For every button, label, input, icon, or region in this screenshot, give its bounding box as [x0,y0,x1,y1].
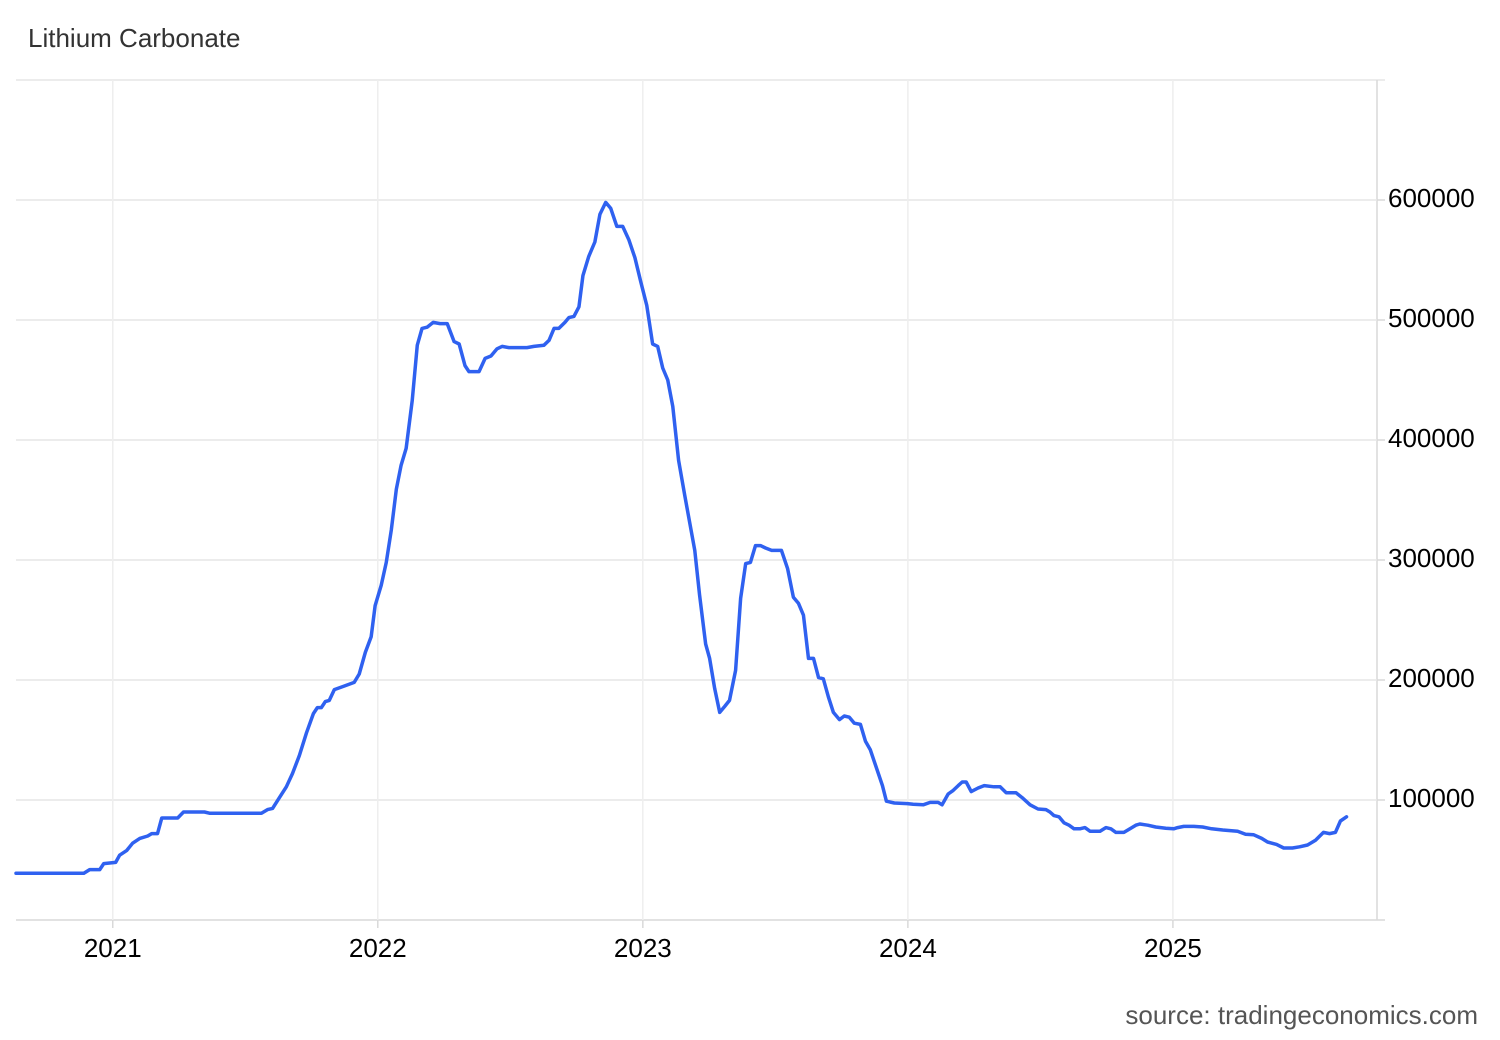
x-tick-label: 2023 [614,933,672,963]
x-tick-label: 2021 [84,933,142,963]
y-tick-label: 200000 [1388,663,1475,693]
data-line [14,200,1349,875]
y-tick-label: 100000 [1388,783,1475,813]
chart-title: Lithium Carbonate [28,23,240,53]
source-note: source: tradingeconomics.com [1125,1000,1478,1030]
y-tick-label: 400000 [1388,423,1475,453]
y-tick-label: 500000 [1388,303,1475,333]
x-tick-label: 2025 [1144,933,1202,963]
y-tick-label: 300000 [1388,543,1475,573]
x-tick-label: 2024 [879,933,937,963]
x-tick-label: 2022 [349,933,407,963]
y-tick-label: 600000 [1388,183,1475,213]
